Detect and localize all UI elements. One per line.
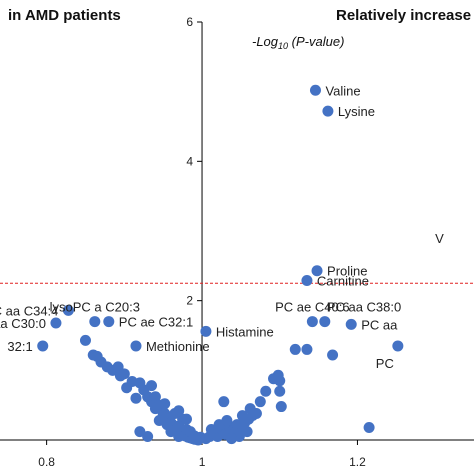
points-layer	[37, 84, 404, 446]
data-point-labeled	[62, 304, 74, 316]
data-point-labeled	[309, 84, 321, 96]
point-annotation: PC aa C34:4	[0, 303, 58, 318]
data-point-labeled	[89, 316, 101, 328]
point-annotation: V	[435, 231, 444, 246]
data-point-labeled	[306, 316, 318, 328]
point-annotation: PC aa C30:0	[0, 316, 46, 331]
point-annotation: Valine	[325, 83, 360, 98]
point-annotation: Methionine	[146, 339, 210, 354]
point-annotation: 32:1	[7, 339, 32, 354]
data-point-labeled	[200, 325, 212, 337]
data-point	[153, 414, 165, 426]
data-point	[301, 343, 313, 355]
data-point	[149, 403, 161, 415]
data-point	[289, 343, 301, 355]
data-point-labeled	[392, 340, 404, 352]
data-point	[241, 426, 253, 438]
y-tick-label: 2	[186, 294, 193, 308]
data-point-labeled	[311, 265, 323, 277]
data-point	[275, 401, 287, 413]
data-point-labeled	[37, 340, 49, 352]
data-point	[363, 421, 375, 433]
x-tick-label: 0.8	[38, 455, 55, 469]
data-point	[79, 334, 91, 346]
data-point	[236, 410, 248, 422]
data-point	[254, 396, 266, 408]
y-tick-label: 4	[186, 154, 193, 168]
axes-layer: 2 4 6 0.8 1 1.2	[0, 15, 474, 469]
point-annotation: PC aa C38:0	[327, 300, 401, 315]
data-point-labeled	[130, 340, 142, 352]
y-axis-label-sub: 10	[278, 41, 288, 51]
point-annotation: PC	[376, 356, 394, 371]
data-point	[218, 396, 230, 408]
y-axis-label-pre: -Log	[252, 34, 279, 49]
data-point	[159, 398, 171, 410]
data-point	[173, 431, 185, 443]
point-annotation: Carnitine	[317, 273, 369, 288]
data-point	[118, 368, 130, 380]
y-tick-label: 6	[186, 15, 193, 29]
data-point	[130, 392, 142, 404]
data-point	[142, 431, 154, 443]
point-annotation: Proline	[327, 264, 367, 279]
data-point	[327, 349, 339, 361]
point-annotation: lysoPC a C20:3	[50, 300, 140, 315]
data-point	[221, 414, 233, 426]
data-point-labeled	[50, 317, 62, 329]
data-point-labeled	[301, 274, 313, 286]
y-axis-label-post: (P-value)	[288, 34, 344, 49]
data-point	[274, 375, 286, 387]
point-annotation: Lysine	[338, 104, 375, 119]
data-point-labeled	[322, 105, 334, 117]
data-point	[250, 408, 262, 420]
data-point-labeled	[345, 318, 357, 330]
y-axis-label: -Log10 (P-value)	[252, 34, 344, 51]
data-point-labeled	[319, 316, 331, 328]
data-point	[149, 391, 161, 403]
point-annotation: PC aa	[361, 317, 398, 332]
point-annotation: PC ae C40:6	[275, 300, 349, 315]
x-tick-label: 1	[199, 455, 206, 469]
point-annotation: Histamine	[216, 324, 274, 339]
data-point-labeled	[103, 316, 115, 328]
title-left: in AMD patients	[8, 7, 121, 24]
data-point	[226, 433, 238, 445]
point-annotation: PC ae C32:1	[119, 315, 193, 330]
data-point	[260, 385, 272, 397]
data-point	[274, 385, 286, 397]
x-tick-label: 1.2	[349, 455, 366, 469]
title-right: Relatively increase	[336, 7, 471, 24]
data-point	[173, 405, 185, 417]
data-point	[180, 413, 192, 425]
data-point	[146, 380, 158, 392]
